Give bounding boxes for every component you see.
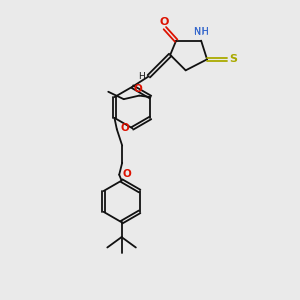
Text: O: O <box>120 123 129 133</box>
Text: H: H <box>139 72 145 81</box>
Text: NH: NH <box>194 27 208 37</box>
Text: N: N <box>194 28 200 37</box>
Text: H: H <box>201 28 208 37</box>
Text: O: O <box>134 83 143 94</box>
Text: S: S <box>229 54 237 64</box>
Text: O: O <box>159 17 169 27</box>
Text: O: O <box>123 169 131 179</box>
